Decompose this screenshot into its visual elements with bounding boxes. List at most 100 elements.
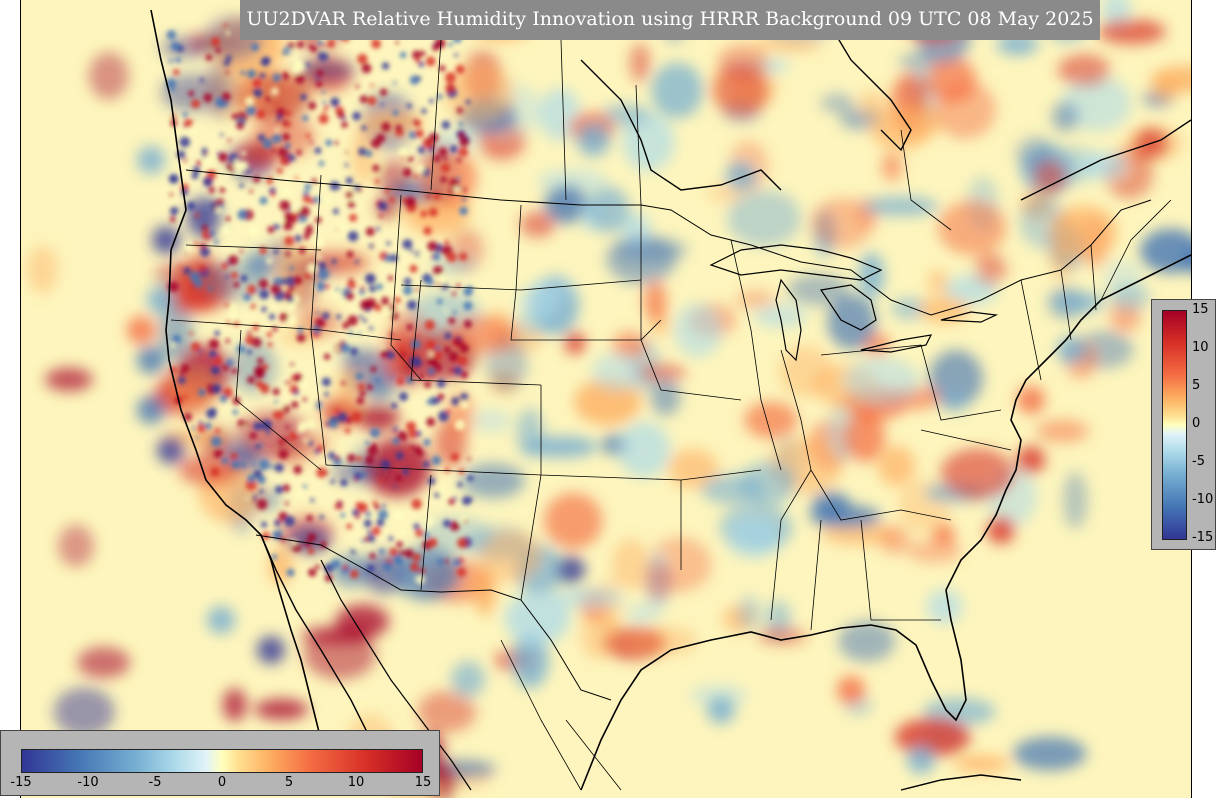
innovation-patch: [629, 43, 651, 83]
innovation-speckle: [353, 472, 362, 480]
innovation-speckle: [463, 286, 473, 297]
innovation-speckle: [360, 286, 365, 291]
innovation-speckle: [412, 553, 422, 562]
innovation-speckle: [398, 550, 405, 557]
innovation-speckle: [463, 519, 468, 524]
innovation-speckle: [302, 397, 307, 402]
innovation-speckle: [257, 357, 264, 365]
innovation-speckle: [463, 320, 472, 329]
innovation-speckle: [270, 191, 276, 197]
innovation-speckle: [291, 63, 302, 74]
innovation-speckle: [405, 421, 417, 432]
innovation-speckle: [308, 101, 317, 110]
innovation-patch: [838, 620, 896, 663]
innovation-speckle: [393, 81, 397, 85]
innovation-patch: [564, 331, 586, 355]
innovation-speckle: [210, 37, 221, 47]
innovation-speckle: [169, 192, 173, 197]
innovation-speckle: [418, 61, 425, 68]
innovation-speckle: [311, 178, 317, 184]
innovation-speckle: [340, 478, 348, 487]
innovation-patch: [58, 524, 94, 567]
cuba-coast: [900, 774, 1022, 791]
innovation-speckle: [315, 76, 320, 81]
innovation-speckle: [393, 485, 397, 489]
innovation-speckle: [232, 409, 238, 415]
innovation-speckle: [428, 207, 438, 217]
innovation-speckle: [296, 149, 302, 156]
innovation-patch: [393, 546, 461, 601]
innovation-speckle: [259, 246, 267, 255]
innovation-speckle: [422, 461, 430, 468]
innovation-speckle: [452, 310, 457, 315]
innovation-speckle: [304, 183, 312, 191]
innovation-speckle: [191, 172, 199, 180]
innovation-speckle: [321, 377, 331, 387]
innovation-patch: [938, 200, 1007, 256]
innovation-patch: [938, 388, 969, 414]
innovation-speckle: [432, 44, 439, 52]
offshore-innovation-spot: [152, 226, 180, 254]
innovation-patch: [1062, 75, 1132, 132]
innovation-speckle: [413, 173, 419, 178]
innovation-speckle: [225, 216, 231, 222]
innovation-speckle: [399, 351, 406, 358]
innovation-speckle: [284, 236, 294, 246]
innovation-speckle: [366, 384, 373, 391]
innovation-speckle: [347, 200, 355, 208]
innovation-speckle: [452, 291, 457, 296]
innovation-speckle: [287, 316, 296, 325]
innovation-speckle: [274, 400, 279, 405]
innovation-speckle: [267, 342, 273, 348]
innovation-speckle: [281, 72, 290, 80]
innovation-speckle: [453, 558, 461, 567]
innovation-patch: [588, 186, 630, 233]
innovation-speckle: [225, 338, 230, 344]
innovation-speckle: [400, 529, 407, 535]
hudson-bay: [820, 9, 912, 152]
innovation-speckle: [402, 167, 412, 177]
innovation-speckle: [448, 42, 453, 47]
innovation-speckle: [407, 300, 417, 310]
innovation-patch: [512, 632, 549, 689]
innovation-speckle: [288, 153, 293, 158]
offshore-innovation-spot: [987, 516, 1015, 544]
innovation-speckle: [372, 500, 378, 506]
innovation-speckle: [363, 519, 372, 528]
innovation-speckle: [453, 186, 461, 194]
innovation-speckle: [375, 377, 380, 383]
innovation-speckle: [355, 372, 364, 381]
innovation-speckle: [380, 345, 386, 350]
innovation-speckle: [362, 318, 367, 323]
innovation-patch: [863, 196, 939, 217]
innovation-speckle: [460, 393, 469, 401]
innovation-speckle: [215, 47, 221, 53]
innovation-speckle: [376, 283, 383, 291]
innovation-speckle: [346, 523, 353, 530]
innovation-patch: [524, 436, 598, 458]
innovation-speckle: [361, 125, 367, 131]
innovation-speckle: [376, 518, 385, 527]
innovation-speckle: [204, 422, 212, 430]
innovation-patch: [622, 112, 675, 172]
innovation-speckle: [249, 432, 257, 440]
innovation-patch: [927, 268, 949, 295]
innovation-speckle: [369, 326, 374, 331]
innovation-speckle: [394, 296, 401, 304]
innovation-speckle: [229, 312, 237, 320]
innovation-speckle: [285, 251, 291, 257]
innovation-speckle: [408, 429, 418, 439]
innovation-speckle: [183, 158, 187, 162]
innovation-patch: [45, 367, 93, 392]
innovation-speckle: [236, 344, 246, 354]
innovation-speckle: [266, 257, 273, 264]
innovation-patch: [362, 112, 424, 133]
innovation-speckle: [305, 133, 311, 139]
innovation-speckle: [221, 457, 228, 464]
innovation-speckle: [272, 326, 278, 332]
innovation-speckle: [352, 466, 356, 470]
vertical-tick: 0: [1192, 416, 1201, 431]
innovation-patch: [650, 378, 681, 417]
innovation-speckle: [379, 88, 388, 97]
innovation-speckle: [410, 562, 420, 572]
